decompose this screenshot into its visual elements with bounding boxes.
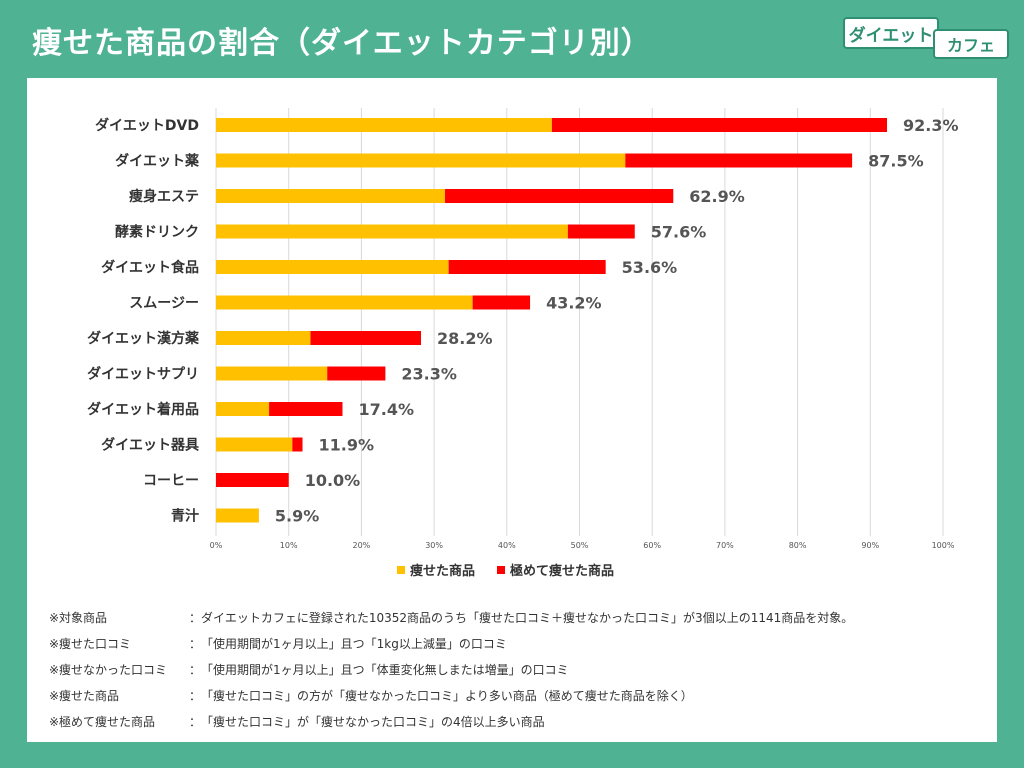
bar-very-slim [310,331,422,345]
bar-slim [216,366,328,381]
data-label: 11.9% [319,436,375,455]
bar-very-slim [625,153,853,168]
category-label: 酵素ドリンク [115,224,199,241]
note-key: ※痩せた口コミ [49,636,132,651]
category-label: コーヒー [143,473,199,489]
category-label: ダイエット器具 [101,437,199,454]
legend-swatch-slim [397,565,405,574]
note-value: 「痩せた口コミ」が「痩せなかった口コミ」の4倍以上多い商品 [201,714,545,729]
category-label: ダイエット着用品 [87,401,199,418]
bar-slim [216,437,293,452]
data-label: 87.5% [868,152,924,171]
page-title: 痩せた商品の割合（ダイエットカテゴリ別） [32,26,652,61]
category-label: ダイエット漢方薬 [87,330,199,347]
bar-very-slim [327,366,386,381]
note-row: ※極めて痩せた商品 ： 「痩せた口コミ」が「痩せなかった口コミ」の4倍以上多い商… [49,708,853,734]
logo-main-text: ダイエット [843,17,939,49]
data-label: 92.3% [903,116,959,135]
bar-very-slim [269,402,343,416]
legend-item-slim: 痩せた商品 [397,560,475,579]
x-tick-label: 80% [789,541,807,550]
chart-panel: 0% 10% 20% 30% 40% 50% 60% 70% 80% 90% 100% ダイエットDV… [27,78,997,742]
x-tick-label: 40% [498,541,516,550]
legend-label-slim: 痩せた商品 [410,564,476,579]
note-sep: ： [189,610,202,625]
data-label: 17.4% [358,400,414,419]
bar-slim [216,508,259,523]
x-tick-label: 90% [861,541,879,550]
notes: ※対象商品 ： ダイエットカフェに登録された10352商品のうち「痩せた口コミ＋… [49,604,853,734]
note-sep: ： [189,636,202,651]
category-label: ダイエットサプリ [87,366,199,383]
legend-label-very-slim: 極めて痩せた商品 [510,564,615,579]
category-label: スムージー [129,296,199,312]
x-tick-label: 20% [353,541,371,550]
data-label: 10.0% [305,471,361,490]
data-label: 28.2% [437,329,493,348]
x-tick-label: 30% [425,541,443,550]
x-tick-label: 100% [932,541,955,550]
x-tick-label: 60% [643,541,661,550]
note-row: ※対象商品 ： ダイエットカフェに登録された10352商品のうち「痩せた口コミ＋… [49,604,853,630]
note-value: 「使用期間が1ヶ月以上」且つ「1kg以上減量」の口コミ [201,636,507,651]
note-key: ※対象商品 [49,610,108,625]
note-sep: ： [189,714,202,729]
legend-swatch-very-slim [497,565,506,574]
bar-slim [216,153,626,168]
bar-very-slim [472,295,531,310]
data-label: 23.3% [401,365,457,384]
note-row: ※痩せなかった口コミ ： 「使用期間が1ヶ月以上」且つ「体重変化無しまたは増量」… [49,656,853,682]
note-sep: ： [189,688,202,703]
note-key: ※痩せなかった口コミ [49,662,168,677]
logo[interactable]: ダイエット カフェ [843,17,1011,63]
bar-slim [216,118,552,132]
bar-very-slim [448,260,606,274]
x-tick-label: 70% [716,541,734,550]
bar-very-slim [551,118,888,132]
data-label: 5.9% [275,507,319,526]
bar-slim [216,260,449,274]
category-label: ダイエット食品 [101,259,199,276]
bar-slim [216,331,311,345]
category-label: ダイエット薬 [115,153,199,170]
bar-slim [216,224,568,239]
note-sep: ： [189,662,202,677]
bar-very-slim [216,473,289,487]
x-tick-label: 10% [280,541,298,550]
note-value: 「使用期間が1ヶ月以上」且つ「体重変化無しまたは増量」の口コミ [201,662,569,677]
data-label: 57.6% [651,223,707,242]
x-tick-label: 50% [571,541,589,550]
note-key: ※痩せた商品 [49,688,120,703]
bar-slim [216,402,270,416]
note-row: ※痩せた商品 ： 「痩せた口コミ」の方が「痩せなかった口コミ」より多い商品（極め… [49,682,853,708]
bar-chart: 0% 10% 20% 30% 40% 50% 60% 70% 80% 90% 100% ダイエットDV… [87,108,959,550]
data-label: 43.2% [546,294,602,313]
category-label: ダイエットDVD [95,117,199,134]
legend-item-very-slim: 極めて痩せた商品 [497,560,614,579]
logo-sub-text: カフェ [933,29,1009,59]
bar-very-slim [445,189,674,203]
bar-very-slim [567,224,635,239]
note-row: ※痩せた口コミ ： 「使用期間が1ヶ月以上」且つ「1kg以上減量」の口コミ [49,630,853,656]
data-label: 62.9% [689,187,745,206]
note-value: ダイエットカフェに登録された10352商品のうち「痩せた口コミ＋痩せなかった口コ… [201,610,854,625]
bar-slim [216,295,473,310]
x-tick-label: 0% [210,541,223,550]
category-label: 痩身エステ [129,188,199,205]
category-label: 青汁 [171,508,199,525]
data-label: 53.6% [622,258,678,277]
bar-slim [216,189,446,203]
note-value: 「痩せた口コミ」の方が「痩せなかった口コミ」より多い商品（極めて痩せた商品を除く… [201,688,693,703]
bar-very-slim [292,437,303,452]
legend: 痩せた商品 極めて痩せた商品 [397,560,614,579]
note-key: ※極めて痩せた商品 [49,714,156,729]
